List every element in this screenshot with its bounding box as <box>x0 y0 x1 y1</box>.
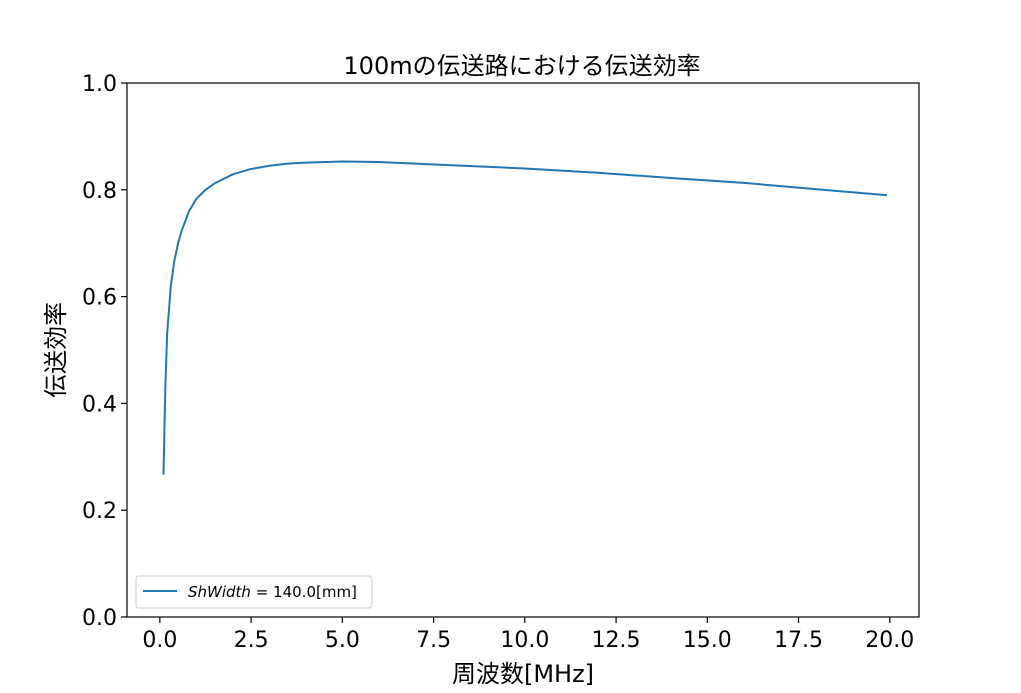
legend-label: ShWidth = 140.0[mm] <box>188 583 357 601</box>
y-axis-title: 伝送効率 <box>42 302 70 398</box>
plot-area <box>162 160 888 475</box>
y-tick-label: 1.0 <box>82 72 117 97</box>
y-tick-label: 0.4 <box>82 392 117 417</box>
x-axis: 0.0 2.5 5.0 7.5 10.0 12.5 15.0 17.5 20.0 <box>142 617 914 653</box>
y-tick-label: 0.8 <box>82 179 117 204</box>
y-tick-label: 0.2 <box>82 499 117 524</box>
x-axis-title: 周波数[MHz] <box>452 660 594 688</box>
x-tick-label: 0.0 <box>142 628 177 653</box>
y-tick-label: 0.6 <box>82 286 117 311</box>
x-tick-label: 20.0 <box>865 628 914 653</box>
x-tick-label: 5.0 <box>325 628 360 653</box>
chart-title: 100mの伝送路における伝送効率 <box>343 52 700 80</box>
x-tick-label: 7.5 <box>416 628 451 653</box>
plot-frame <box>126 82 920 618</box>
legend-label-suffix: = 140.0[mm] <box>251 583 357 601</box>
series-line <box>162 160 888 475</box>
legend-box <box>135 575 373 609</box>
x-tick-label: 15.0 <box>683 628 732 653</box>
x-tick-label: 12.5 <box>592 628 641 653</box>
legend-label-italic: ShWidth <box>188 583 251 601</box>
x-tick-label: 17.5 <box>774 628 823 653</box>
y-tick-label: 0.0 <box>82 606 117 631</box>
x-tick-label: 10.0 <box>500 628 549 653</box>
legend: ShWidth = 140.0[mm] <box>135 575 373 609</box>
x-tick-label: 2.5 <box>234 628 269 653</box>
y-axis: 0.0 0.2 0.4 0.6 0.8 1.0 <box>82 72 127 631</box>
